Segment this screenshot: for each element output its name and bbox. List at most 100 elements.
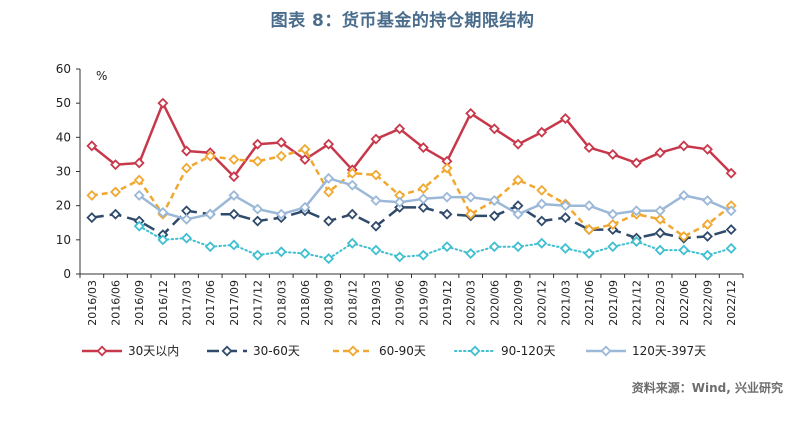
data-point bbox=[441, 241, 453, 253]
data-point bbox=[536, 126, 548, 138]
x-tick-label: 2022/03 bbox=[654, 280, 667, 326]
legend-marker bbox=[347, 345, 359, 357]
data-point bbox=[536, 198, 548, 210]
data-point bbox=[725, 224, 737, 236]
data-point bbox=[228, 154, 240, 166]
data-point bbox=[181, 205, 193, 217]
data-point bbox=[678, 140, 690, 152]
chart-title: 图表 8：货币基金的持仓期限结构 bbox=[270, 11, 535, 31]
x-tick-label: 2022/09 bbox=[701, 280, 714, 326]
series-line bbox=[91, 101, 733, 178]
data-point bbox=[110, 186, 121, 198]
data-point bbox=[370, 220, 382, 232]
legend-marker bbox=[221, 345, 233, 357]
data-point bbox=[323, 186, 335, 198]
data-point bbox=[252, 203, 264, 215]
x-tick-label: 2022/06 bbox=[678, 280, 691, 326]
x-tick-label: 2017/12 bbox=[252, 280, 265, 326]
x-tick-label: 2017/09 bbox=[228, 280, 241, 326]
data-point bbox=[583, 142, 595, 154]
data-point bbox=[417, 142, 429, 154]
legend-label: 90-120天 bbox=[501, 344, 556, 358]
data-point bbox=[323, 172, 335, 184]
data-point bbox=[702, 249, 713, 261]
legend-marker bbox=[469, 345, 481, 357]
data-point bbox=[417, 193, 429, 205]
legend-marker bbox=[96, 345, 108, 357]
data-point bbox=[86, 140, 98, 152]
x-tick-label: 2017/03 bbox=[181, 280, 194, 326]
x-tick-label: 2016/09 bbox=[133, 280, 146, 326]
x-tick-label: 2016/03 bbox=[86, 280, 99, 326]
data-point bbox=[630, 236, 642, 248]
x-tick-label: 2020/03 bbox=[465, 280, 478, 326]
legend-marker bbox=[600, 345, 612, 357]
data-point bbox=[559, 212, 571, 224]
data-point bbox=[346, 237, 358, 249]
data-point bbox=[583, 200, 595, 212]
data-point bbox=[133, 157, 145, 169]
data-point bbox=[370, 244, 382, 256]
data-point bbox=[607, 208, 619, 220]
series-line bbox=[138, 225, 733, 260]
data-point bbox=[512, 200, 524, 212]
data-point bbox=[275, 136, 287, 148]
data-point bbox=[441, 208, 453, 220]
x-tick-label: 2018/12 bbox=[346, 280, 359, 326]
y-tick-label: 60 bbox=[56, 62, 71, 76]
x-tick-label: 2018/06 bbox=[299, 280, 312, 326]
x-tick-label: 2020/09 bbox=[512, 280, 525, 326]
x-tick-label: 2018/03 bbox=[275, 280, 288, 326]
legend-label: 120天-397天 bbox=[632, 344, 706, 358]
data-point bbox=[346, 179, 358, 191]
data-point bbox=[702, 143, 713, 155]
y-tick-label: 0 bbox=[63, 267, 71, 281]
x-tick-label: 2017/06 bbox=[204, 280, 217, 326]
y-axis-unit: % bbox=[96, 69, 107, 83]
data-point bbox=[488, 241, 500, 253]
data-point bbox=[110, 208, 121, 220]
y-tick-label: 40 bbox=[56, 130, 71, 144]
data-point bbox=[559, 200, 571, 212]
data-point bbox=[654, 244, 666, 256]
data-point bbox=[181, 145, 193, 157]
data-point bbox=[654, 205, 666, 217]
data-point bbox=[512, 138, 524, 150]
x-tick-label: 2021/03 bbox=[559, 280, 572, 326]
legend-label: 60-90天 bbox=[379, 344, 426, 358]
data-point bbox=[323, 215, 335, 227]
data-point bbox=[536, 215, 548, 227]
data-point bbox=[157, 207, 169, 218]
data-point bbox=[181, 213, 193, 225]
data-point bbox=[275, 208, 287, 220]
data-point bbox=[275, 246, 287, 258]
data-point bbox=[725, 242, 737, 254]
data-point bbox=[559, 113, 571, 125]
data-point bbox=[86, 212, 98, 224]
data-point bbox=[512, 208, 524, 220]
x-tick-label: 2019/06 bbox=[394, 280, 407, 326]
data-point bbox=[228, 171, 240, 183]
data-point bbox=[465, 107, 477, 119]
data-point bbox=[702, 218, 713, 230]
data-point bbox=[654, 213, 666, 225]
data-point bbox=[465, 248, 477, 259]
data-point bbox=[299, 143, 311, 155]
data-point bbox=[654, 147, 666, 159]
series-line bbox=[91, 148, 732, 238]
y-tick-label: 50 bbox=[56, 96, 71, 110]
data-point bbox=[630, 157, 642, 169]
data-point bbox=[252, 155, 264, 167]
data-point bbox=[370, 133, 382, 145]
data-point bbox=[417, 249, 429, 261]
data-point bbox=[275, 150, 287, 162]
data-point bbox=[678, 230, 690, 242]
data-point bbox=[86, 189, 98, 201]
x-tick-label: 2020/12 bbox=[536, 280, 549, 326]
data-point bbox=[252, 138, 264, 150]
data-point bbox=[678, 244, 690, 256]
data-point bbox=[488, 210, 500, 222]
data-point bbox=[725, 205, 737, 217]
data-point bbox=[133, 220, 145, 232]
data-point bbox=[133, 189, 145, 201]
